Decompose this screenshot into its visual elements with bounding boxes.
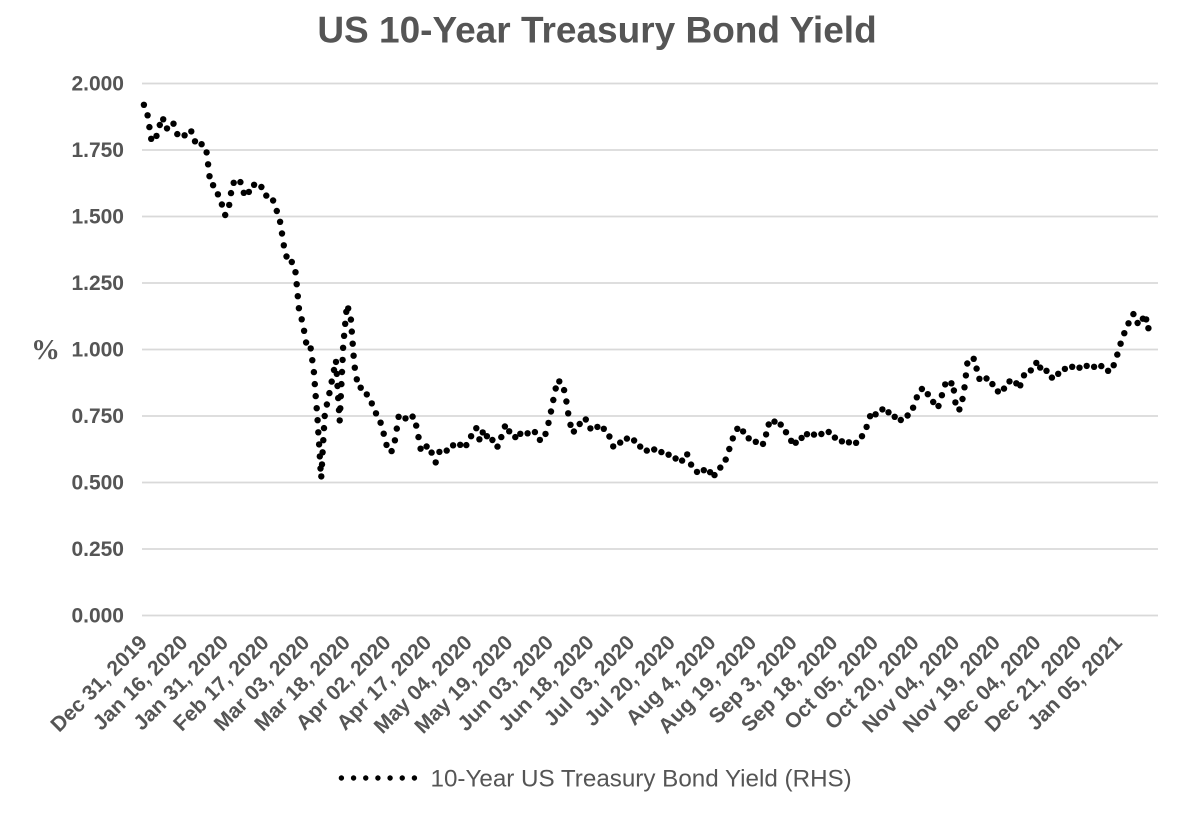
svg-text:1.500: 1.500 xyxy=(71,206,124,229)
svg-text:0.500: 0.500 xyxy=(71,472,124,495)
svg-text:0.250: 0.250 xyxy=(71,538,124,561)
svg-text:US 10-Year Treasury Bond Yield: US 10-Year Treasury Bond Yield xyxy=(317,10,876,51)
svg-text:10-Year US Treasury Bond Yield: 10-Year US Treasury Bond Yield (RHS) xyxy=(431,766,852,793)
svg-text:0.000: 0.000 xyxy=(71,605,124,628)
svg-text:2.000: 2.000 xyxy=(71,73,124,96)
svg-text:1.000: 1.000 xyxy=(71,339,124,362)
svg-text:1.750: 1.750 xyxy=(71,139,124,162)
svg-text:%: % xyxy=(31,334,60,366)
svg-text:0.750: 0.750 xyxy=(71,405,124,428)
svg-text:1.250: 1.250 xyxy=(71,272,124,295)
